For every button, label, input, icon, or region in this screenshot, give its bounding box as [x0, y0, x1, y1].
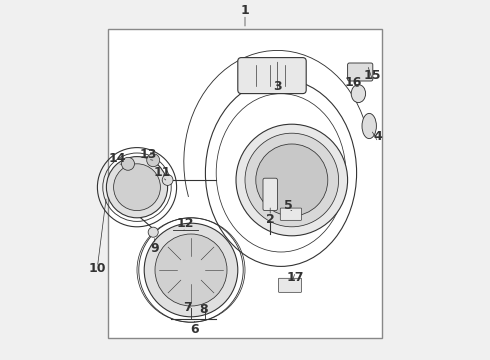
Text: 9: 9: [151, 242, 159, 255]
FancyBboxPatch shape: [280, 208, 301, 220]
Circle shape: [114, 164, 160, 211]
Text: 4: 4: [374, 130, 383, 143]
Text: 2: 2: [266, 213, 274, 226]
Circle shape: [256, 144, 328, 216]
Circle shape: [236, 124, 347, 236]
Circle shape: [144, 223, 238, 317]
Text: 3: 3: [273, 80, 282, 93]
Text: 16: 16: [344, 76, 362, 89]
Circle shape: [147, 154, 160, 167]
Text: 6: 6: [190, 323, 199, 336]
Text: 11: 11: [153, 166, 171, 179]
Circle shape: [122, 157, 134, 170]
Text: 15: 15: [364, 69, 382, 82]
Text: 7: 7: [183, 301, 192, 314]
Text: 1: 1: [241, 4, 249, 17]
Text: 13: 13: [139, 148, 156, 161]
FancyBboxPatch shape: [263, 178, 277, 211]
FancyBboxPatch shape: [238, 58, 306, 94]
Circle shape: [148, 227, 158, 237]
FancyBboxPatch shape: [278, 278, 301, 292]
Text: 5: 5: [284, 199, 293, 212]
Circle shape: [155, 234, 227, 306]
Text: 12: 12: [177, 217, 195, 230]
Circle shape: [162, 175, 173, 185]
Text: 14: 14: [108, 152, 126, 165]
Ellipse shape: [351, 85, 366, 103]
Text: 17: 17: [287, 271, 304, 284]
Text: 10: 10: [89, 262, 106, 275]
Circle shape: [106, 157, 168, 218]
Bar: [108, 29, 382, 338]
Ellipse shape: [362, 113, 376, 139]
Text: 8: 8: [199, 303, 208, 316]
Circle shape: [245, 133, 339, 227]
FancyBboxPatch shape: [347, 63, 373, 81]
